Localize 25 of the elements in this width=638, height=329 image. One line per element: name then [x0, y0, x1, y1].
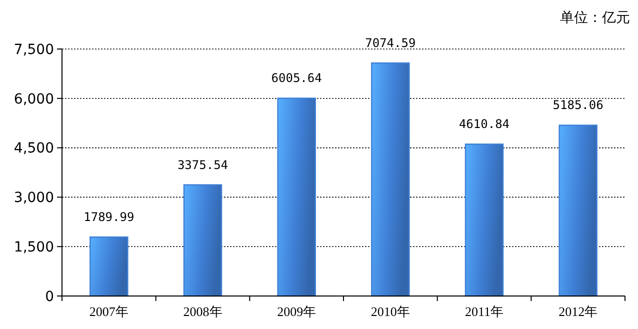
bar [464, 144, 504, 297]
bar [90, 236, 128, 297]
data-label: 4610.84 [458, 117, 510, 132]
y-tick-label: 4,500 [14, 140, 54, 157]
data-label: 1789.99 [84, 210, 134, 224]
bar [558, 124, 598, 297]
x-tick-label: 2007年 [89, 304, 128, 319]
bar [277, 98, 316, 297]
text: 单位：亿元 [560, 10, 630, 26]
data-label: 5185.06 [552, 98, 604, 112]
data-label: 7074.59 [365, 36, 416, 50]
y-tick-label: 3,000 [14, 190, 54, 206]
x-tick-label: 2012年 [558, 304, 598, 319]
x-tick-label: 2011年 [464, 304, 504, 319]
bar [183, 184, 222, 297]
data-label: 3375.54 [177, 158, 228, 172]
y-tick-label: 0 [45, 288, 54, 305]
y-tick-label: 7,500 [14, 42, 54, 58]
y-tick-label: 6,000 [14, 91, 54, 108]
data-label: 6005.64 [271, 71, 322, 86]
y-tick-label: 1,500 [14, 240, 54, 256]
x-tick-label: 2010年 [370, 304, 410, 319]
bar [371, 62, 410, 297]
x-tick-label: 2009年 [277, 304, 316, 319]
x-tick-label: 2008年 [183, 304, 222, 319]
